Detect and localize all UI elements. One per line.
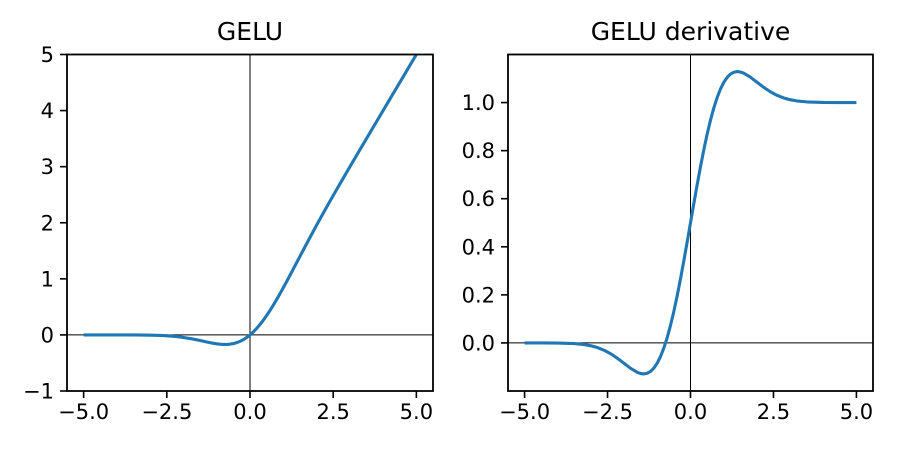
x-tick-label: 2.5 [316,400,349,424]
x-tick-label: −5.0 [499,400,550,424]
series-line [524,70,857,376]
y-tick-label: 2 [41,211,54,235]
x-tick-label: 5.0 [400,400,433,424]
y-tick-label: 0.0 [462,331,495,355]
subplot-gelu: GELU −5.0 −2.5 0.0 2.5 5.0 −1 0 1 2 3 4 5 [23,17,434,424]
x-tick-label: −5.0 [58,400,109,424]
subplot-gelu-title: GELU [217,17,283,46]
y-tick-label: −1 [23,380,54,404]
y-tick-label: 1.0 [462,91,495,115]
x-tick-label: 0.0 [233,400,266,424]
x-tick-label: 0.0 [674,400,707,424]
y-tick-label: 0.4 [462,235,495,259]
y-tick-label: 0 [41,323,54,347]
x-tick-label: −2.5 [141,400,192,424]
y-tick-label: 0.2 [462,283,495,307]
x-tick-label: 5.0 [840,400,873,424]
series-line [83,54,418,346]
y-tick-label: 5 [41,43,54,67]
x-tick-label: −2.5 [582,400,633,424]
y-tick-label: 3 [41,155,54,179]
subplot-gelu-derivative: GELU derivative −5.0 −2.5 0.0 2.5 5.0 0.0 0.2 0… [462,17,874,424]
subplot-gelu-derivative-title: GELU derivative [591,17,791,46]
x-tick-label: 2.5 [757,400,790,424]
y-tick-label: 0.8 [462,139,495,163]
y-tick-label: 1 [41,267,54,291]
y-tick-label: 0.6 [462,187,495,211]
y-tick-label: 4 [41,99,54,123]
